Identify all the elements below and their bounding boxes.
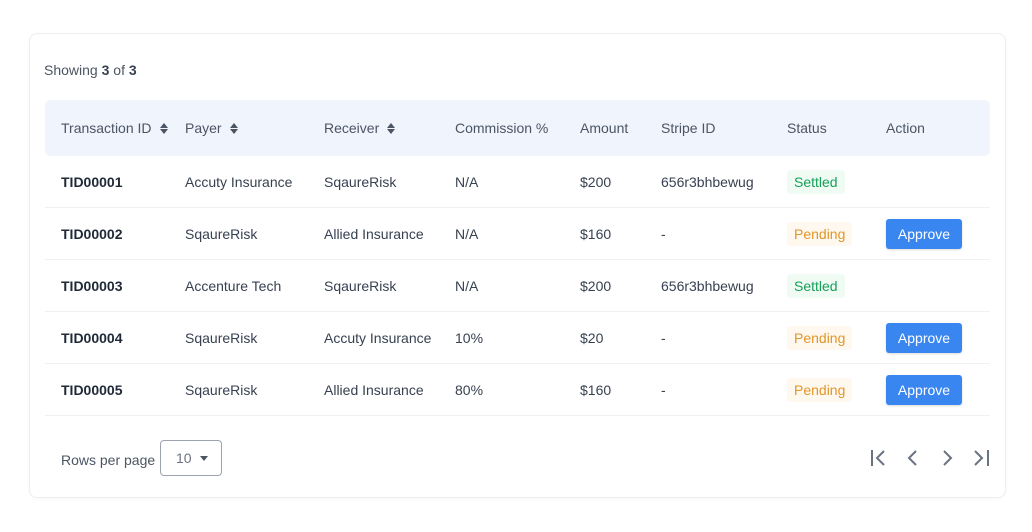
payer: Accenture Tech bbox=[185, 277, 282, 294]
transaction-id: TID00003 bbox=[61, 277, 123, 294]
table-row: TID00003 Accenture Tech SqaureRisk N/A $… bbox=[45, 260, 990, 312]
column-header-status: Status bbox=[787, 120, 827, 136]
amount: $160 bbox=[580, 225, 612, 242]
stripe-id: 656r3bhbewug bbox=[661, 277, 754, 294]
approve-button[interactable]: Approve bbox=[886, 374, 962, 405]
table-row: TID00001 Accuty Insurance SqaureRisk N/A… bbox=[45, 156, 990, 208]
payer: SqaureRisk bbox=[185, 381, 258, 398]
table-header: Transaction ID Payer Receiver Commission… bbox=[45, 100, 990, 156]
transactions-table: Transaction ID Payer Receiver Commission… bbox=[45, 100, 990, 416]
approve-button[interactable]: Approve bbox=[886, 218, 962, 249]
stripe-id: - bbox=[661, 329, 666, 346]
receiver: SqaureRisk bbox=[324, 277, 397, 294]
stripe-id: - bbox=[661, 225, 666, 242]
commission: N/A bbox=[455, 277, 479, 294]
transaction-id: TID00002 bbox=[61, 225, 123, 242]
sort-icon[interactable] bbox=[387, 122, 396, 134]
transactions-card: Showing 3 of 3 Transaction ID Payer Rece… bbox=[29, 33, 1006, 498]
approve-button[interactable]: Approve bbox=[886, 322, 962, 353]
pagination bbox=[869, 445, 991, 471]
commission: N/A bbox=[455, 173, 479, 190]
table-row: TID00005 SqaureRisk Allied Insurance 80%… bbox=[45, 364, 990, 416]
status-badge: Pending bbox=[787, 377, 853, 402]
stripe-id: - bbox=[661, 381, 666, 398]
previous-page-button[interactable] bbox=[903, 445, 923, 471]
column-header-action: Action bbox=[886, 120, 925, 136]
showing-count: Showing 3 of 3 bbox=[44, 62, 137, 78]
next-page-icon bbox=[943, 450, 953, 466]
sort-icon[interactable] bbox=[159, 122, 168, 134]
previous-page-icon bbox=[907, 450, 917, 466]
table-row: TID00004 SqaureRisk Accuty Insurance 10%… bbox=[45, 312, 990, 364]
commission: 10% bbox=[455, 329, 484, 346]
receiver: Allied Insurance bbox=[324, 225, 424, 242]
amount: $20 bbox=[580, 329, 604, 346]
commission: 80% bbox=[455, 381, 484, 398]
payer: SqaureRisk bbox=[185, 329, 258, 346]
receiver: SqaureRisk bbox=[324, 173, 397, 190]
rows-per-page-select[interactable]: 10 bbox=[160, 440, 222, 476]
column-header-amount: Amount bbox=[580, 120, 629, 136]
commission: N/A bbox=[455, 225, 479, 242]
status-badge: Pending bbox=[787, 325, 853, 350]
rows-per-page-label: Rows per page bbox=[61, 452, 156, 468]
amount: $200 bbox=[580, 277, 612, 294]
sort-icon[interactable] bbox=[229, 122, 238, 134]
receiver: Accuty Insurance bbox=[324, 329, 432, 346]
last-page-button[interactable] bbox=[971, 445, 991, 471]
column-header-commission: Commission % bbox=[455, 120, 549, 136]
transaction-id: TID00001 bbox=[61, 173, 123, 190]
first-page-button[interactable] bbox=[869, 445, 889, 471]
column-header-stripe-id: Stripe ID bbox=[661, 120, 716, 136]
last-page-icon bbox=[974, 450, 989, 466]
caret-down-icon bbox=[199, 455, 208, 461]
status-badge: Settled bbox=[787, 169, 845, 194]
payer: Accuty Insurance bbox=[185, 173, 293, 190]
first-page-icon bbox=[871, 450, 885, 466]
column-header-payer[interactable]: Payer bbox=[185, 120, 324, 136]
transaction-id: TID00005 bbox=[61, 381, 123, 398]
table-footer: Rows per page 10 bbox=[30, 439, 1005, 479]
amount: $200 bbox=[580, 173, 612, 190]
receiver: Allied Insurance bbox=[324, 381, 424, 398]
column-header-transaction-id[interactable]: Transaction ID bbox=[45, 120, 185, 136]
amount: $160 bbox=[580, 381, 612, 398]
status-badge: Settled bbox=[787, 273, 845, 298]
stripe-id: 656r3bhbewug bbox=[661, 173, 754, 190]
payer: SqaureRisk bbox=[185, 225, 258, 242]
next-page-button[interactable] bbox=[937, 445, 957, 471]
column-header-receiver[interactable]: Receiver bbox=[324, 120, 455, 136]
status-badge: Pending bbox=[787, 221, 853, 246]
table-row: TID00002 SqaureRisk Allied Insurance N/A… bbox=[45, 208, 990, 260]
transaction-id: TID00004 bbox=[61, 329, 123, 346]
